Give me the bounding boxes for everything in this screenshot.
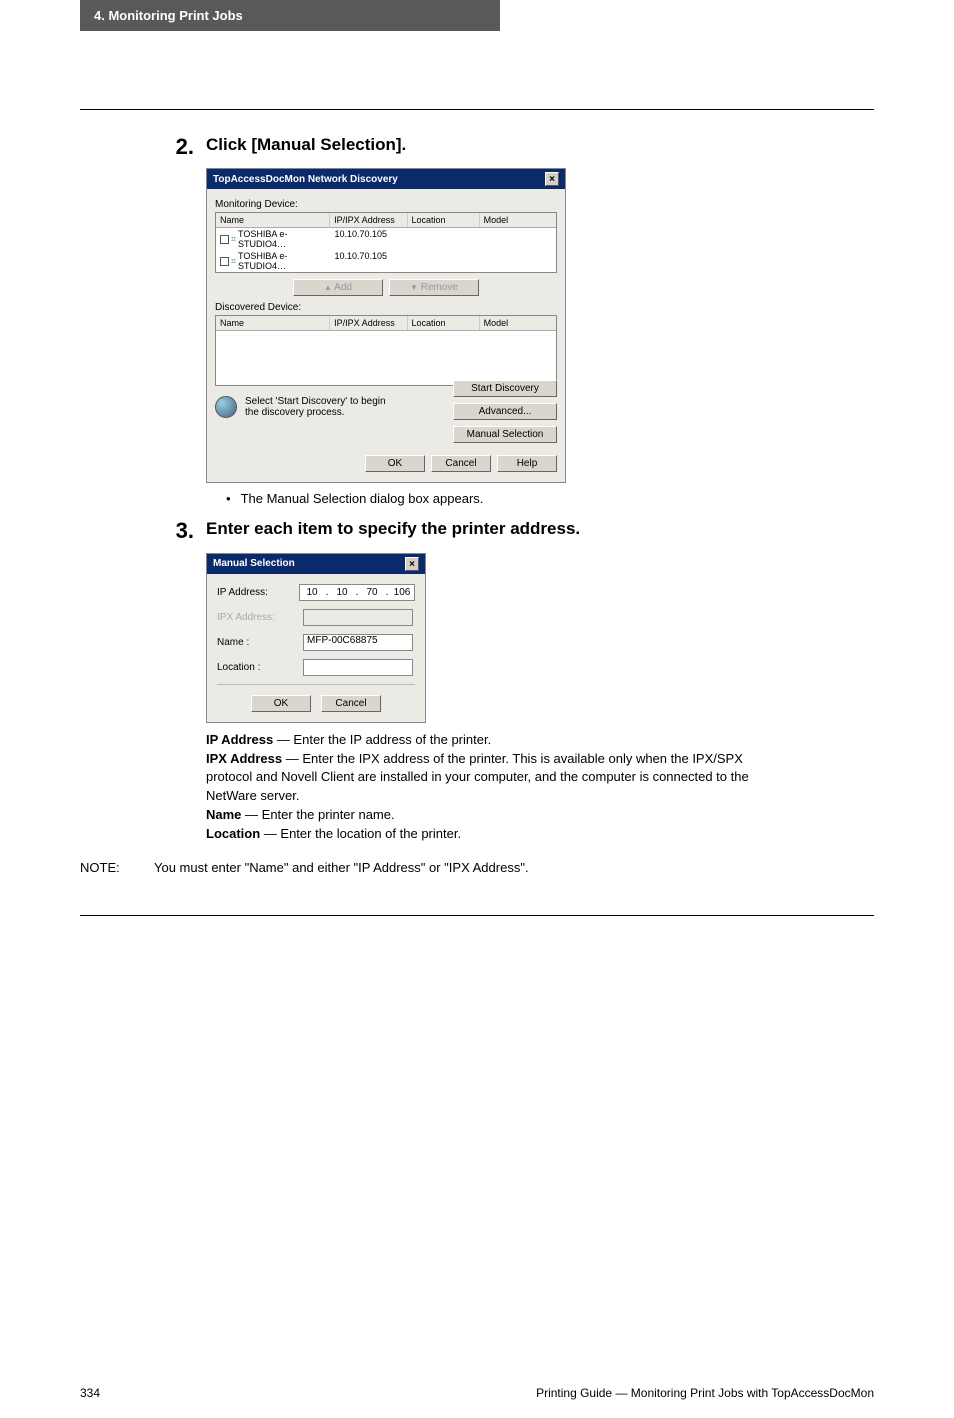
start-discovery-button[interactable]: Start Discovery [453,380,557,397]
name-label: Name : [217,637,295,648]
manual-selection-button[interactable]: Manual Selection [453,426,557,443]
col-model[interactable]: Model [480,316,556,330]
monitoring-device-table: Name IP/IPX Address Location Model ⌗TOSH… [215,212,557,273]
note-text: You must enter "Name" and either "IP Add… [154,860,529,875]
close-icon[interactable]: × [545,172,559,186]
row-name: TOSHIBA e-STUDIO4… [238,229,334,249]
col-model[interactable]: Model [480,213,556,227]
footer-divider [80,915,874,916]
col-name[interactable]: Name [216,316,330,330]
cancel-button[interactable]: Cancel [431,455,491,472]
ipx-address-label: IPX Address: [217,612,295,623]
divider [80,109,874,110]
monitoring-device-label: Monitoring Device: [215,199,557,210]
divider [217,684,415,685]
table-row[interactable]: ⌗TOSHIBA e-STUDIO4… 10.10.70.105 [216,228,556,250]
ip-address-label: IP Address: [217,587,291,598]
col-name[interactable]: Name [216,213,330,227]
discovery-hint: Select 'Start Discovery' to begin the di… [245,396,395,418]
ok-button[interactable]: OK [251,695,311,712]
table-row[interactable]: ⌗TOSHIBA e-STUDIO4… 10.10.70.105 [216,250,556,272]
advanced-button[interactable]: Advanced... [453,403,557,420]
footer-title: Printing Guide — Monitoring Print Jobs w… [536,1386,874,1400]
location-label: Location : [217,662,295,673]
discovered-device-label: Discovered Device: [215,302,557,313]
help-button[interactable]: Help [497,455,557,472]
step-2-result: The Manual Selection dialog box appears. [241,491,484,506]
cancel-button[interactable]: Cancel [321,695,381,712]
col-ip[interactable]: IP/IPX Address [330,213,407,227]
globe-icon [215,396,237,418]
step-2-number: 2. [170,134,194,160]
ip-address-input[interactable]: 10. 10. 70. 106 [299,584,415,601]
col-location[interactable]: Location [408,316,480,330]
page-number: 334 [80,1386,100,1400]
section-header: 4. Monitoring Print Jobs [80,0,500,31]
dialog-title: Manual Selection [213,558,295,569]
row-ip: 10.10.70.105 [334,251,408,271]
checkbox[interactable] [220,235,229,244]
step-3-title: Enter each item to specify the printer a… [206,518,580,540]
col-ip[interactable]: IP/IPX Address [330,316,407,330]
network-discovery-dialog: TopAccessDocMon Network Discovery × Moni… [206,168,566,483]
field-descriptions: IP Address — Enter the IP address of the… [206,731,790,844]
discovered-device-table: Name IP/IPX Address Location Model [215,315,557,386]
location-input[interactable] [303,659,413,676]
name-input[interactable]: MFP-00C68875 [303,634,413,651]
checkbox[interactable] [220,257,229,266]
note-label: NOTE: [80,860,140,875]
close-icon[interactable]: × [405,557,419,571]
remove-button[interactable]: ▼ Remove [389,279,479,296]
printer-icon: ⌗ [231,256,236,267]
ipx-address-input [303,609,413,626]
row-ip: 10.10.70.105 [334,229,408,249]
ok-button[interactable]: OK [365,455,425,472]
manual-selection-dialog: Manual Selection × IP Address: 10. 10. 7… [206,553,426,723]
col-location[interactable]: Location [408,213,480,227]
dialog-title: TopAccessDocMon Network Discovery [213,174,398,185]
row-name: TOSHIBA e-STUDIO4… [238,251,334,271]
bullet: • [226,491,231,506]
step-3-number: 3. [170,518,194,544]
add-button[interactable]: ▲ Add [293,279,383,296]
step-2-title: Click [Manual Selection]. [206,134,406,156]
printer-icon: ⌗ [231,234,236,245]
